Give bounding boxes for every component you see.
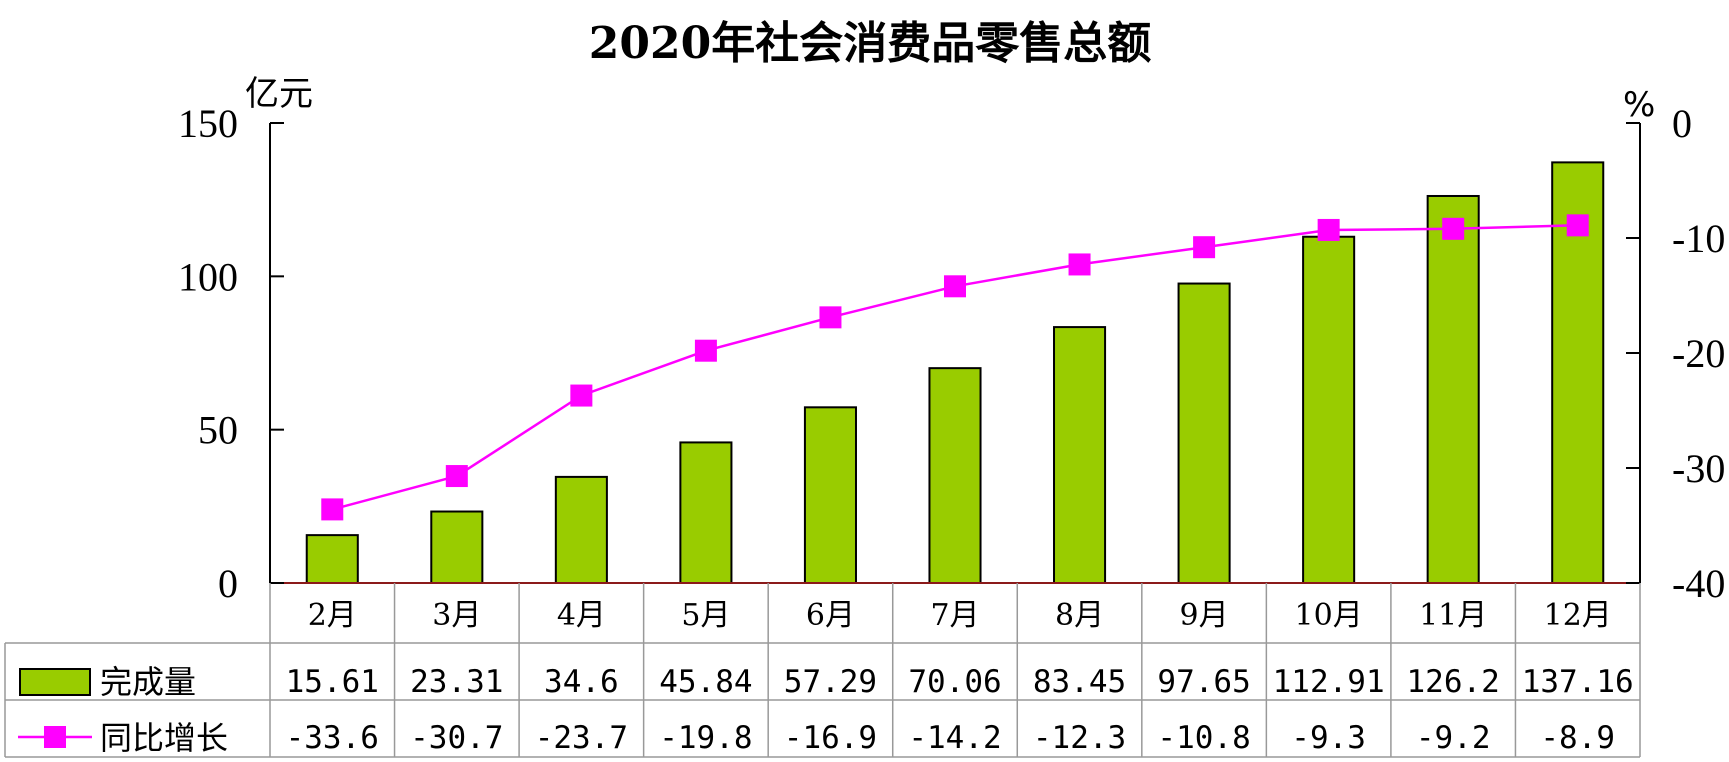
legend-label-bars: 完成量	[100, 663, 196, 701]
table-cell-line-value: -12.3	[1033, 720, 1126, 756]
line-marker	[445, 465, 468, 488]
category-label: 2月	[308, 598, 357, 633]
category-label: 4月	[557, 598, 606, 633]
bar	[554, 475, 608, 585]
right-tick-label: -20	[1672, 331, 1725, 376]
table-cell-line-value: -23.7	[535, 720, 628, 756]
table-cell-bar-value: 97.65	[1157, 664, 1250, 700]
legend-label-line: 同比增长	[100, 719, 228, 757]
line-marker	[1442, 217, 1465, 240]
category-label: 9月	[1180, 598, 1229, 633]
line-marker	[1566, 214, 1589, 237]
right-axis-unit: %	[1623, 85, 1655, 125]
category-label: 10月	[1295, 598, 1363, 633]
table-cell-line-value: -10.8	[1157, 720, 1250, 756]
category-label: 12月	[1544, 598, 1612, 633]
table-cell-line-value: -16.9	[784, 720, 877, 756]
table-cell-line-value: -9.3	[1291, 720, 1366, 756]
right-tick-label: -40	[1672, 561, 1725, 606]
line-series	[321, 214, 1589, 521]
category-label: 5月	[681, 598, 730, 633]
table-cell-bar-value: 112.91	[1273, 664, 1385, 700]
table-cell-bar-value: 137.16	[1522, 664, 1634, 700]
category-label: 3月	[432, 598, 481, 633]
right-tick-label: 0	[1672, 101, 1692, 146]
bar	[679, 441, 733, 585]
table-cell-line-value: -14.2	[908, 720, 1001, 756]
line-marker	[819, 306, 842, 329]
bar	[1053, 326, 1107, 584]
bar	[1177, 282, 1231, 584]
category-label: 11月	[1419, 598, 1487, 633]
category-label: 8月	[1055, 598, 1104, 633]
table-cell-line-value: -19.8	[659, 720, 752, 756]
table-cell-bar-value: 57.29	[784, 664, 877, 700]
left-axis-unit: 亿元	[245, 74, 313, 114]
table-cell-line-value: -30.7	[410, 720, 503, 756]
table-cell-line-value: -33.6	[286, 720, 379, 756]
axes: 0 50 100 150 0 -10 -20 -30 -40	[178, 101, 1725, 606]
category-label: 6月	[806, 598, 855, 633]
line-marker	[1317, 218, 1340, 241]
bar	[1426, 194, 1480, 584]
table-cell-bar-value: 23.31	[410, 664, 503, 700]
right-tick-label: -30	[1672, 446, 1725, 491]
table-cell-bar-value: 70.06	[908, 664, 1001, 700]
bar	[928, 367, 982, 584]
table-cell-line-value: -9.2	[1416, 720, 1491, 756]
line-marker	[321, 498, 344, 521]
left-tick-label: 100	[178, 254, 238, 299]
chart-title: 2020年社会消费品零售总额	[589, 18, 1151, 69]
left-tick-label: 0	[218, 561, 238, 606]
legend-bar-swatch	[19, 668, 91, 696]
table-cell-bar-value: 34.6	[544, 664, 619, 700]
line-marker	[1193, 236, 1216, 259]
bar	[430, 510, 484, 584]
table-cell-bar-value: 15.61	[286, 664, 379, 700]
bar	[1302, 235, 1356, 584]
line-marker	[694, 339, 717, 362]
table-cell-bar-value: 83.45	[1033, 664, 1126, 700]
legend-line-marker	[44, 726, 66, 748]
bar	[803, 406, 857, 584]
line-marker	[944, 275, 966, 298]
table-cell-line-value: -8.9	[1540, 720, 1615, 756]
category-label: 7月	[930, 598, 979, 633]
line-marker	[1068, 253, 1091, 276]
bar	[305, 534, 359, 584]
right-tick-label: -10	[1672, 216, 1725, 261]
left-tick-label: 50	[198, 408, 238, 453]
line-marker	[570, 384, 593, 407]
table-cell-bar-value: 126.2	[1407, 664, 1500, 700]
table-cell-bar-value: 45.84	[659, 664, 752, 700]
left-tick-label: 150	[178, 101, 238, 146]
bar-series	[305, 161, 1605, 585]
